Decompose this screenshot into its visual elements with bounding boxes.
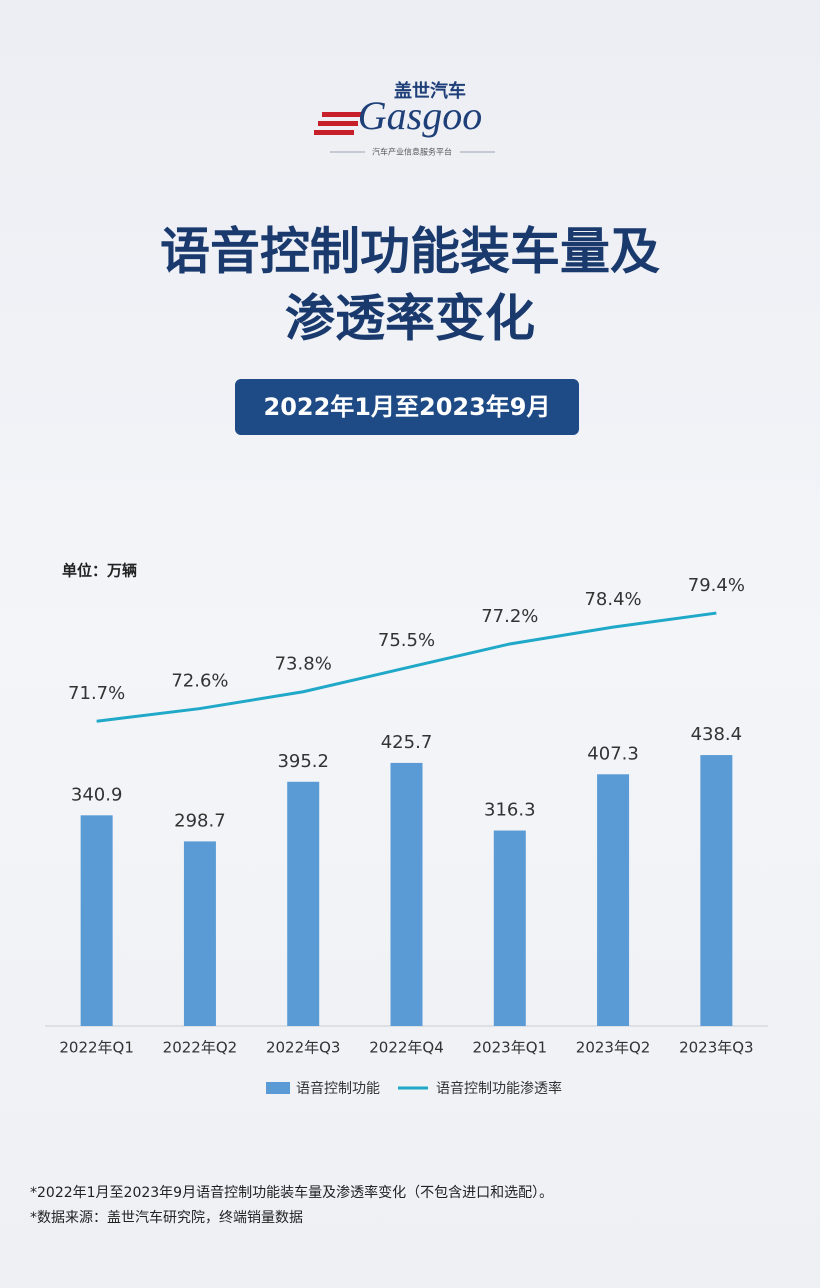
legend-label: 语音控制功能 bbox=[296, 1080, 380, 1097]
logo-stripe bbox=[322, 112, 362, 117]
data-label: 395.2 bbox=[277, 751, 329, 772]
title: 渗透率变化 bbox=[285, 290, 535, 348]
bar bbox=[700, 755, 733, 1026]
bar bbox=[597, 774, 630, 1026]
data-label: 438.4 bbox=[691, 724, 743, 745]
logo-stripe bbox=[318, 121, 358, 126]
logo-stripe bbox=[314, 130, 354, 135]
logo: 盖世汽车 Gasgoo 汽车产业信息服务平台 bbox=[314, 80, 495, 157]
x-tick-label: 2023年Q1 bbox=[473, 1039, 548, 1057]
x-tick-label: 2023年Q3 bbox=[679, 1039, 754, 1057]
line bbox=[96, 611, 717, 723]
data-label: 73.8% bbox=[275, 654, 332, 675]
period: 2022年1月至2023年9月 bbox=[264, 393, 551, 421]
title: 语音控制功能装车量及 bbox=[160, 223, 660, 281]
data-label: 316.3 bbox=[484, 800, 536, 821]
legend-label: 语音控制功能渗透率 bbox=[436, 1080, 562, 1097]
x-tick-label: 2022年Q2 bbox=[163, 1039, 238, 1057]
bar bbox=[287, 781, 320, 1026]
unit-label: 单位：万辆 bbox=[62, 562, 137, 580]
x-tick-label: 2022年Q4 bbox=[369, 1039, 444, 1057]
x-tick-label: 2022年Q1 bbox=[59, 1039, 134, 1057]
data-label: 79.4% bbox=[688, 575, 745, 596]
data-label: 298.7 bbox=[174, 810, 226, 831]
footnote: *2022年1月至2023年9月语音控制功能装车量及渗透率变化（不包含进口和选配… bbox=[30, 1184, 553, 1201]
data-label: 78.4% bbox=[584, 589, 641, 610]
data-label: 340.9 bbox=[71, 784, 123, 805]
data-label: 71.7% bbox=[68, 683, 125, 704]
plot: 2022年Q1 2022年Q2 2022年Q3 2022年Q4 2023年Q1 2023年… bbox=[45, 575, 768, 1097]
bar bbox=[80, 815, 113, 1026]
data-label: 425.7 bbox=[381, 732, 433, 753]
data-label: 72.6% bbox=[171, 671, 228, 692]
x-tick-label: 2022年Q3 bbox=[266, 1039, 341, 1057]
data-label: 77.2% bbox=[481, 606, 538, 627]
bar bbox=[493, 830, 526, 1026]
bar bbox=[390, 762, 423, 1026]
footnote: *数据来源：盖世汽车研究院，终端销量数据 bbox=[30, 1209, 303, 1226]
period-badge bbox=[235, 379, 579, 435]
data-label: 75.5% bbox=[378, 630, 435, 651]
brand-en: Gasgoo bbox=[358, 93, 482, 138]
data-label: 407.3 bbox=[587, 743, 639, 764]
tagline: 汽车产业信息服务平台 bbox=[372, 147, 452, 157]
brand-cn: 盖世汽车 bbox=[394, 80, 466, 102]
x-tick-label: 2023年Q2 bbox=[576, 1039, 651, 1057]
bar bbox=[183, 841, 216, 1026]
legend-swatch bbox=[266, 1082, 290, 1094]
